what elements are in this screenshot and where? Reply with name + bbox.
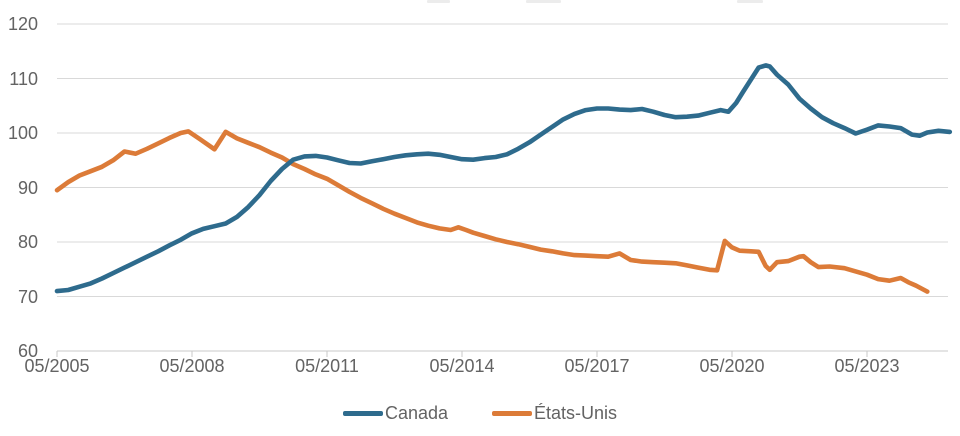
y-tick-label: 120 bbox=[7, 14, 38, 34]
etats-unis-legend-swatch bbox=[492, 411, 533, 416]
etats-unis-line bbox=[54, 129, 930, 294]
clipped-title-fragment bbox=[737, 0, 763, 3]
legend-item-canada: Canada bbox=[342, 403, 449, 424]
x-tick-label: 05/2005 bbox=[24, 356, 90, 376]
x-tick-label: 05/2023 bbox=[834, 356, 900, 376]
canada-legend-swatch bbox=[342, 411, 383, 416]
clipped-title-fragment bbox=[427, 0, 450, 3]
canada-line bbox=[54, 63, 953, 294]
clipped-title-fragment bbox=[526, 0, 561, 3]
y-tick-label: 60 bbox=[17, 341, 38, 361]
x-tick-label: 05/2020 bbox=[699, 356, 765, 376]
y-tick-label: 90 bbox=[17, 177, 38, 198]
x-tick-label: 05/2008 bbox=[159, 356, 225, 376]
chart-legend: Canada États-Unis bbox=[0, 403, 960, 424]
y-tick-label: 110 bbox=[9, 68, 38, 89]
x-tick-label: 05/2014 bbox=[429, 356, 495, 376]
etats-unis-legend-label: États-Unis bbox=[534, 403, 618, 423]
x-tick-label: 05/2011 bbox=[295, 356, 359, 376]
x-tick-label: 05/2017 bbox=[564, 356, 630, 376]
y-tick-label: 80 bbox=[17, 232, 38, 252]
legend-item-etats-unis: États-Unis bbox=[492, 403, 617, 424]
canada-legend-label: Canada bbox=[384, 403, 449, 423]
y-tick-label: 70 bbox=[17, 286, 38, 307]
y-tick-label: 100 bbox=[7, 123, 38, 143]
